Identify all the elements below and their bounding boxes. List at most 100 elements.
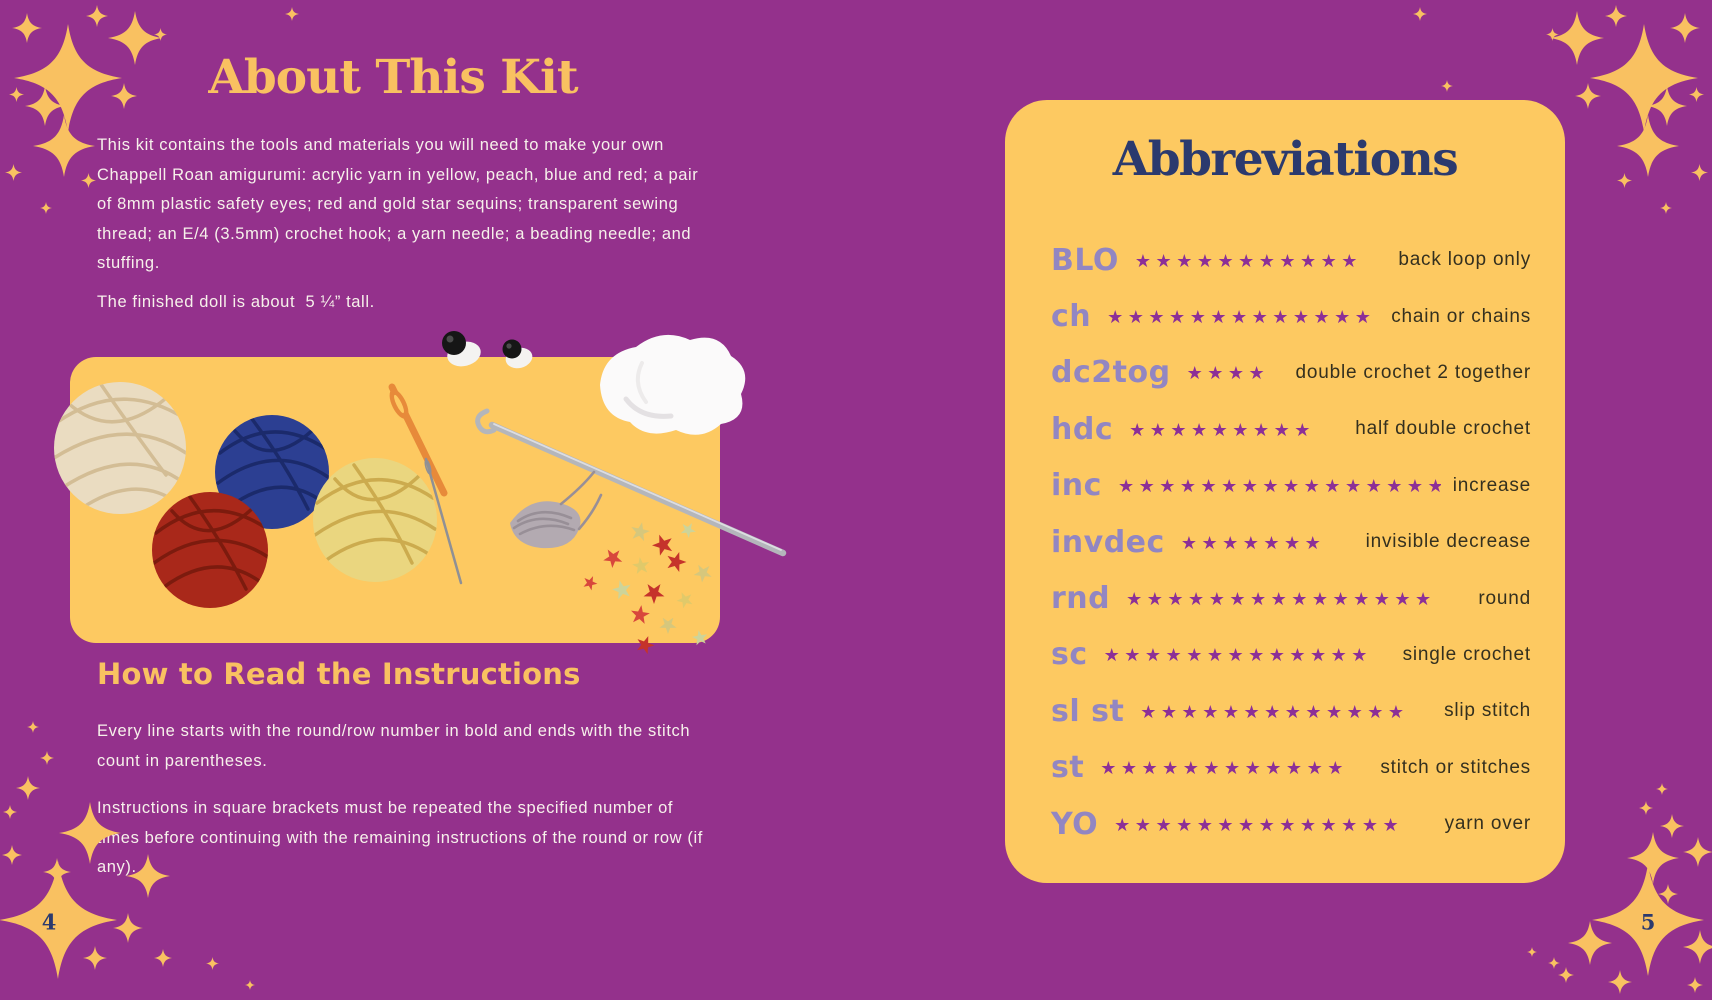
abbreviation-row: dc2tog ★★★★ double crochet 2 together [1051, 345, 1531, 401]
abbreviation-row: inc ★★★★★★★★★★★★★★★★ increase [1051, 458, 1531, 514]
sparkle-icon [1690, 163, 1708, 181]
star-leader: ★★★★★★★★★★★★★★★★ [1117, 476, 1441, 497]
sparkle-icon [1683, 930, 1712, 964]
abbreviation-term: invdec [1051, 524, 1165, 560]
beading-needle-image [424, 457, 463, 585]
sparkle-icon [1617, 115, 1679, 177]
star-leader: ★★★★★★★★★★★★★ [1107, 307, 1376, 328]
sparkle-icon [1605, 5, 1627, 27]
sparkle-icon [59, 802, 121, 864]
safety-eyes-image [442, 331, 533, 369]
sparkle-icon [111, 83, 137, 109]
sparkle-icon [108, 11, 162, 65]
abbreviation-definition: half double crochet [1355, 418, 1531, 440]
sparkle-icon [1608, 970, 1632, 994]
abbreviation-row: sc ★★★★★★★★★★★★★ single crochet [1051, 627, 1531, 683]
abbreviation-list: BLO ★★★★★★★★★★★ back loop only ch ★★★★★★★★★★… [1051, 232, 1531, 852]
star-leader: ★★★★★★★★★ [1129, 419, 1315, 440]
sparkle-icon [1550, 11, 1604, 65]
sparkle-icon [126, 854, 170, 898]
sparkle-icon [1545, 27, 1559, 41]
sparkle-icon [1558, 967, 1574, 983]
yarn-ball-red-image [152, 492, 268, 608]
sparkle-icon [1575, 83, 1601, 109]
sparkle-icon [1548, 957, 1560, 969]
yarn-ball-yellow-image [313, 458, 437, 582]
abbreviation-definition: chain or chains [1391, 305, 1531, 327]
star-leader: ★★★★★★★★★★★★★★ [1114, 814, 1404, 835]
sparkle-icon [1658, 884, 1678, 904]
abbreviation-row: YO ★★★★★★★★★★★★★★ yarn over [1051, 796, 1531, 852]
sparkle-icon [16, 776, 40, 800]
abbreviation-term: st [1051, 750, 1085, 786]
sparkle-icon [1660, 814, 1684, 838]
star-leader: ★★★★★★★★★★★★★ [1103, 645, 1372, 666]
abbreviations-card: Abbreviations BLO ★★★★★★★★★★★ back loop on… [1005, 100, 1565, 883]
sparkle-icon [153, 27, 167, 41]
sparkle-icon [2, 845, 22, 865]
abbreviation-definition: round [1478, 587, 1531, 609]
sparkle-icon [3, 805, 17, 819]
star-leader: ★★★★★★★★★★★★ [1100, 758, 1348, 779]
sparkle-icon [27, 721, 39, 733]
sparkle-icon [80, 172, 96, 188]
sparkle-icon [1413, 7, 1427, 21]
sparkle-icon [154, 949, 172, 967]
abbreviation-term: hdc [1051, 411, 1114, 447]
sparkle-icon [1616, 172, 1632, 188]
star-leader: ★★★★★★★★★★★★★ [1140, 701, 1409, 722]
sparkle-icon [83, 946, 107, 970]
sparkle-icon [12, 13, 42, 43]
sparkle-icon [1660, 202, 1672, 214]
kit-contents-photo [54, 331, 787, 656]
page-number-left: 4 [41, 909, 57, 935]
yarn-ball-cream-image [54, 382, 186, 514]
star-leader: ★★★★★★★★★★★ [1134, 250, 1362, 271]
abbreviation-definition: yarn over [1444, 813, 1531, 835]
abbreviation-definition: stitch or stitches [1380, 756, 1531, 778]
sparkle-icon [1656, 783, 1668, 795]
star-leader: ★★★★ [1186, 363, 1270, 384]
abbreviation-definition: slip stitch [1444, 700, 1531, 722]
sparkle-icon [1627, 832, 1679, 884]
abbreviation-row: sl st ★★★★★★★★★★★★★ slip stitch [1051, 683, 1531, 739]
sparkle-icon [1441, 80, 1453, 92]
sparkle-icon [8, 86, 24, 102]
section-heading: How to Read the Instructions [97, 657, 581, 691]
sparkle-icon [14, 24, 122, 132]
card-title: Abbreviations [1112, 132, 1459, 187]
yarn-needle-image [388, 383, 448, 497]
abbreviation-row: rnd ★★★★★★★★★★★★★★★ round [1051, 570, 1531, 626]
size-note: The finished doll is about 5 ¼” tall. [97, 293, 375, 311]
abbreviation-term: dc2tog [1051, 355, 1171, 391]
abbreviation-definition: increase [1452, 474, 1531, 496]
sparkle-icon [1683, 837, 1712, 867]
crochet-hook-image [475, 408, 787, 557]
sparkle-icon [0, 861, 117, 979]
reading-paragraph-1: Every line starts with the round/row num… [97, 722, 691, 770]
abbreviation-row: invdec ★★★★★★★ invisible decrease [1051, 514, 1531, 570]
sparkle-icon [245, 980, 255, 990]
yarn-ball-blue-image [215, 415, 329, 529]
star-leader: ★★★★★★★★★★★★★★★ [1126, 589, 1436, 610]
sparkle-icon [33, 115, 95, 177]
sparkle-icon [285, 7, 299, 21]
sparkle-icon [40, 202, 52, 214]
sparkle-icon [1687, 977, 1703, 993]
sparkle-icon [1639, 801, 1653, 815]
abbreviation-term: YO [1051, 806, 1099, 842]
abbreviation-definition: single crochet [1402, 643, 1531, 665]
intro-paragraph: This kit contains the tools and material… [97, 136, 699, 272]
abbreviation-term: inc [1051, 468, 1102, 504]
abbreviation-definition: double crochet 2 together [1295, 361, 1531, 383]
sparkle-icon [1592, 864, 1704, 976]
reading-paragraph-2: Instructions in square brackets must be … [97, 799, 703, 876]
abbreviation-term: ch [1051, 299, 1092, 335]
sparkle-icon [86, 5, 108, 27]
sparkle-icon [113, 913, 143, 943]
abbreviation-row: BLO ★★★★★★★★★★★ back loop only [1051, 232, 1531, 288]
sparkle-icon [4, 163, 22, 181]
sparkle-icon [1670, 13, 1700, 43]
abbreviation-term: rnd [1051, 581, 1111, 617]
